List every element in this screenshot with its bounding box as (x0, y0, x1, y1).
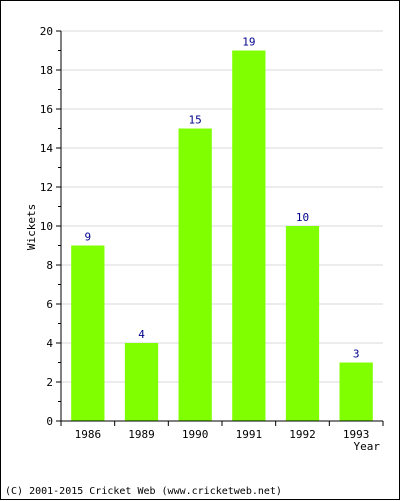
copyright-footer: (C) 2001-2015 Cricket Web (www.cricketwe… (5, 486, 282, 497)
x-tick-label: 1986 (75, 428, 102, 441)
y-axis-title: Wickets (25, 204, 38, 250)
bar (124, 343, 159, 421)
labels: 0 2 4 6 8 10 12 14 16 18 20 9 1986 4 1989 15 1990 19 1991 1… (40, 25, 370, 441)
bars (71, 50, 373, 421)
data-label: 4 (138, 328, 145, 341)
x-tick-label: 1989 (128, 428, 155, 441)
y-tick-label: 16 (40, 103, 53, 116)
data-label: 19 (242, 36, 255, 49)
bar (178, 128, 212, 421)
bar (285, 226, 320, 421)
axes (56, 30, 384, 426)
x-axis-title: Year (354, 440, 381, 453)
y-tick-label: 14 (40, 142, 54, 155)
data-label: 9 (85, 231, 92, 244)
x-tick-label: 1993 (343, 428, 370, 441)
x-tick-label: 1990 (182, 428, 209, 441)
bar (71, 245, 105, 421)
data-label: 15 (189, 114, 202, 127)
y-tick-label: 6 (46, 298, 53, 311)
data-label: 10 (296, 211, 309, 224)
y-tick-label: 4 (46, 337, 53, 350)
y-tick-label: 18 (40, 64, 53, 77)
y-tick-label: 8 (46, 259, 53, 272)
x-tick-label: 1991 (236, 428, 263, 441)
y-tick-label: 10 (40, 220, 53, 233)
bar (339, 362, 373, 421)
data-label: 3 (353, 348, 360, 361)
grid-lines (61, 30, 383, 383)
bar (232, 50, 266, 421)
y-tick-label: 0 (46, 415, 53, 428)
y-tick-label: 20 (40, 25, 53, 38)
y-tick-label: 2 (46, 376, 53, 389)
y-tick-label: 12 (40, 181, 53, 194)
x-tick-label: 1992 (289, 428, 316, 441)
